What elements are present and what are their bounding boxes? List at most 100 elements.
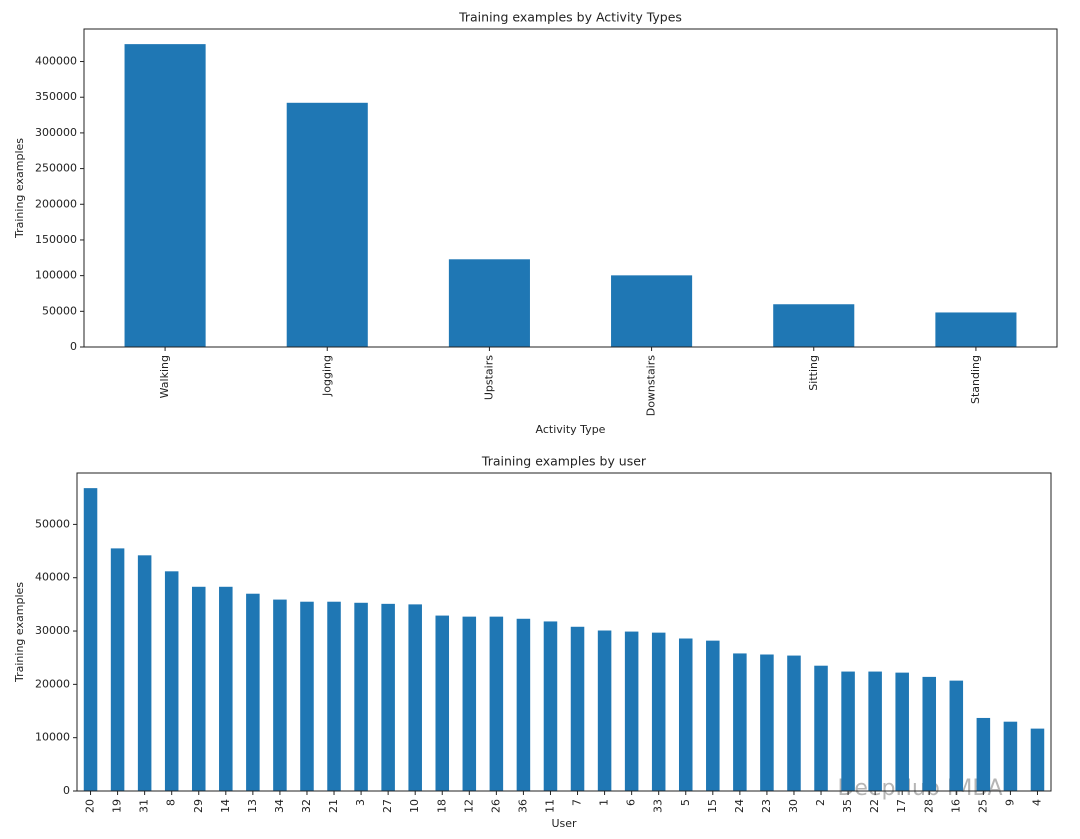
- x-tick-label: 22: [868, 799, 881, 813]
- plot-frame: [76, 472, 1052, 792]
- x-tick-label: 20: [84, 799, 97, 813]
- x-tick-label: 32: [300, 799, 313, 813]
- y-tick-label: 400000: [35, 55, 77, 68]
- x-tick-label: 1: [598, 799, 611, 806]
- plot-frame: [83, 28, 1058, 348]
- bar: [976, 717, 991, 791]
- bar: [1030, 728, 1045, 791]
- bar: [448, 259, 530, 347]
- bar: [381, 603, 395, 791]
- bar: [922, 676, 937, 791]
- x-tick-label: 5: [679, 799, 692, 806]
- bar: [706, 640, 720, 791]
- x-tick-label: 11: [543, 799, 556, 813]
- chart-title: Training examples by user: [481, 454, 647, 469]
- x-tick-label: 27: [381, 799, 394, 813]
- bar: [327, 601, 341, 791]
- y-axis-label: Training examples: [13, 582, 26, 683]
- x-tick-label: 34: [273, 799, 286, 813]
- x-tick-label: 9: [1003, 799, 1016, 806]
- x-tick-label: 12: [462, 799, 475, 813]
- x-tick-label: 3: [354, 799, 367, 806]
- bar: [624, 631, 639, 791]
- x-axis-label: User: [551, 817, 577, 830]
- x-tick-label: 26: [489, 799, 502, 813]
- x-tick-label: 29: [192, 799, 205, 813]
- bar: [354, 602, 368, 791]
- y-tick-label: 150000: [35, 233, 77, 246]
- bar: [462, 616, 477, 791]
- bar: [841, 671, 855, 791]
- y-tick-label: 200000: [35, 197, 77, 210]
- bar: [611, 275, 693, 347]
- x-tick-label: 6: [625, 799, 638, 806]
- bar: [110, 548, 125, 791]
- y-axis-label: Training examples: [13, 138, 26, 239]
- x-tick-label: 14: [219, 799, 232, 813]
- x-tick-label: 30: [787, 799, 800, 813]
- x-tick-label: 4: [1030, 799, 1043, 806]
- bar: [651, 632, 666, 791]
- y-tick-label: 300000: [35, 126, 77, 139]
- x-tick-label: 28: [922, 799, 935, 813]
- y-tick-label: 50000: [35, 517, 70, 530]
- y-tick-label: 250000: [35, 162, 77, 175]
- bar: [1003, 721, 1018, 791]
- bar: [137, 555, 152, 791]
- x-tick-label: 21: [327, 799, 340, 813]
- bar: [543, 621, 558, 791]
- x-tick-label: 7: [571, 799, 584, 806]
- bar: [773, 304, 855, 347]
- x-tick-label: 15: [706, 799, 719, 813]
- bar: [516, 618, 531, 791]
- bar: [787, 655, 801, 791]
- bar: [191, 586, 206, 791]
- x-tick-label: 25: [976, 799, 989, 813]
- x-tick-label: 8: [165, 799, 178, 806]
- bar: [868, 671, 882, 791]
- x-axis-label: Activity Type: [536, 423, 606, 436]
- bar: [895, 672, 909, 791]
- y-tick-label: 30000: [35, 624, 70, 637]
- x-tick-label: 17: [895, 799, 908, 813]
- bar: [83, 488, 98, 791]
- bar: [949, 680, 964, 791]
- chart-title: Training examples by Activity Types: [458, 10, 682, 25]
- y-tick-label: 40000: [35, 571, 70, 584]
- x-tick-label: 13: [246, 799, 259, 813]
- bar: [597, 630, 612, 791]
- x-tick-label: Standing: [969, 355, 982, 404]
- x-tick-label: 2: [814, 799, 827, 806]
- x-tick-label: 16: [949, 799, 962, 813]
- x-tick-label: 24: [733, 799, 746, 813]
- bar: [733, 653, 747, 791]
- bar: [408, 604, 422, 791]
- x-tick-label: Walking: [158, 355, 171, 398]
- bar: [678, 638, 693, 791]
- y-tick-label: 0: [63, 784, 70, 797]
- watermark: DeepHub IMBA: [837, 776, 1002, 801]
- x-tick-label: Jogging: [320, 355, 333, 397]
- x-tick-label: 35: [841, 799, 854, 813]
- bar: [935, 312, 1017, 347]
- bar: [435, 615, 450, 791]
- bar: [286, 102, 368, 348]
- x-tick-label: 33: [652, 799, 665, 813]
- y-tick-label: 50000: [42, 304, 77, 317]
- bar: [124, 44, 206, 347]
- x-tick-label: 10: [408, 799, 421, 813]
- y-tick-label: 0: [70, 340, 77, 353]
- x-tick-label: 36: [516, 799, 529, 813]
- x-tick-label: 18: [435, 799, 448, 813]
- bar: [246, 593, 260, 791]
- bar: [273, 599, 287, 791]
- bar: [760, 654, 774, 791]
- bar: [164, 571, 179, 791]
- x-tick-label: Sitting: [807, 355, 820, 391]
- bar: [814, 665, 828, 791]
- x-tick-label: Upstairs: [482, 355, 495, 400]
- bar: [489, 616, 504, 791]
- x-tick-label: 23: [760, 799, 773, 813]
